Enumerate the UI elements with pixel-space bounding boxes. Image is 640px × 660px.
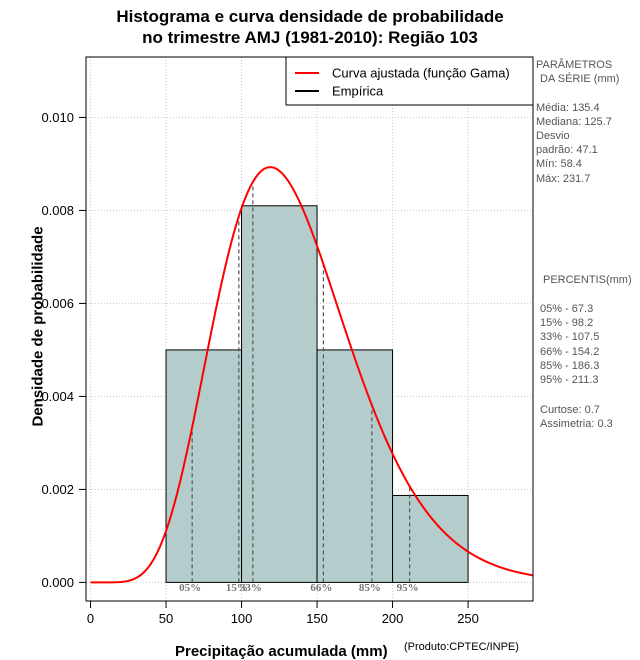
x-tick-label: 0 xyxy=(87,611,94,626)
chart-title-line-1: Histograma e curva densidade de probabil… xyxy=(116,7,504,26)
chart-title-line-2: no trimestre AMJ (1981-2010): Região 103 xyxy=(142,28,478,47)
percentile-66: 66% - 154.2 xyxy=(540,346,600,358)
histogram-bar-1 xyxy=(165,349,243,583)
y-tick-label: 0.006 xyxy=(41,296,74,311)
y-axis-label: Densidade de probabilidade xyxy=(29,226,47,427)
x-tick-label: 150 xyxy=(306,611,328,626)
params-title-2: DA SÉRIE (mm) xyxy=(540,73,620,85)
percentile-label-95: 95% xyxy=(397,582,419,594)
percentile-label-66: 66% xyxy=(310,582,332,594)
stat-min: Mín: 58.4 xyxy=(536,158,582,170)
histogram-bar-4 xyxy=(392,494,469,583)
stat-desvio-value: padrão: 47.1 xyxy=(536,144,598,156)
x-tick-label: 100 xyxy=(231,611,253,626)
gamma-density-curve xyxy=(90,166,534,584)
percentile-05: 05% - 67.3 xyxy=(540,303,594,315)
x-axis-label: Precipitação acumulada (mm) xyxy=(175,643,388,660)
product-credit: (Produto:CPTEC/INPE) xyxy=(404,641,519,653)
y-tick-label: 0.002 xyxy=(41,482,74,497)
stat-mediana: Mediana: 125.7 xyxy=(536,116,612,128)
histogram-bar-3 xyxy=(316,349,394,583)
stat-curtose: Curtose: 0.7 xyxy=(540,404,600,416)
percentile-label-33: 33% xyxy=(240,582,262,594)
percentile-33: 33% - 107.5 xyxy=(540,331,600,343)
y-tick-label: 0.004 xyxy=(41,389,74,404)
percentile-label-85: 85% xyxy=(359,582,381,594)
percentile-15: 15% - 98.2 xyxy=(540,317,594,329)
y-tick-label: 0.000 xyxy=(41,575,74,590)
x-tick-label: 200 xyxy=(382,611,404,626)
legend-label-1: Curva ajustada (função Gama) xyxy=(332,66,510,81)
params-title-1: PARÂMETROS xyxy=(536,59,613,71)
percentis-title: PERCENTIS(mm) xyxy=(543,274,632,286)
x-tick-label: 50 xyxy=(159,611,173,626)
legend-box xyxy=(285,56,534,106)
stat-assimetria: Assimetria: 0.3 xyxy=(540,418,613,430)
stat-desvio-label: Desvio xyxy=(536,130,570,142)
percentile-label-15: 15% xyxy=(226,582,248,594)
stat-max: Máx: 231.7 xyxy=(536,173,591,185)
percentile-label-05: 05% xyxy=(179,582,201,594)
y-tick-label: 0.010 xyxy=(41,110,74,125)
x-tick-label: 250 xyxy=(457,611,479,626)
stat-media: Média: 135.4 xyxy=(536,102,600,114)
legend-label-2: Empírica xyxy=(332,84,384,99)
percentile-85: 85% - 186.3 xyxy=(540,360,600,372)
chart-title: Histograma e curva densidade de probabil… xyxy=(0,6,620,48)
y-tick-label: 0.008 xyxy=(41,203,74,218)
percentile-95: 95% - 211.3 xyxy=(540,374,599,386)
